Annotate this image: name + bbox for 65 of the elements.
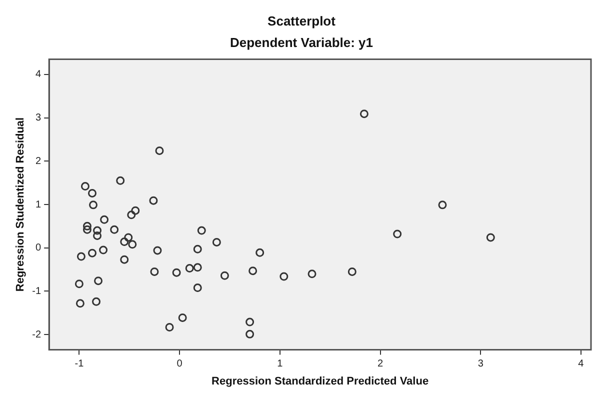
point — [393, 230, 402, 238]
point — [153, 246, 162, 255]
point — [100, 215, 109, 224]
point — [128, 240, 137, 249]
point — [193, 244, 202, 254]
x-tick-label: 0 — [176, 358, 183, 370]
point — [212, 238, 221, 246]
point — [120, 255, 129, 264]
point — [220, 271, 229, 280]
point — [99, 246, 108, 254]
point — [155, 146, 164, 155]
point — [116, 176, 125, 185]
point — [82, 222, 92, 230]
point — [120, 238, 129, 246]
point — [149, 196, 158, 205]
point — [80, 182, 90, 191]
point — [94, 276, 103, 286]
x-tick-label: 3 — [478, 358, 484, 370]
x-tick-label: 4 — [578, 358, 584, 370]
point — [280, 272, 288, 281]
point — [124, 233, 133, 242]
chart-subtitle: Dependent Variable: y1 — [230, 34, 374, 50]
point — [165, 322, 174, 332]
point — [178, 313, 187, 322]
point — [185, 264, 194, 273]
point — [348, 267, 356, 276]
point — [193, 284, 202, 292]
point — [88, 188, 96, 198]
y-tick-label: 3 — [36, 112, 42, 124]
point — [88, 200, 98, 210]
chart-title: Scatterplot — [268, 13, 336, 28]
point — [76, 252, 86, 261]
y-axis-title: Regression Studentized Residual — [14, 117, 27, 292]
point — [93, 226, 102, 235]
x-tick-label: -1 — [74, 358, 84, 370]
point — [131, 206, 140, 215]
point — [110, 225, 119, 234]
point — [246, 318, 254, 326]
point — [76, 299, 84, 308]
point — [88, 248, 96, 258]
point — [246, 330, 254, 338]
y-tick-label: -1 — [32, 286, 42, 297]
point — [248, 266, 258, 276]
point — [438, 200, 447, 210]
point — [150, 267, 159, 276]
x-tick-label: 2 — [377, 358, 384, 370]
point — [93, 231, 102, 240]
y-tick-label: 1 — [36, 199, 42, 210]
point — [74, 280, 84, 288]
y-tick-label: 4 — [36, 69, 42, 80]
point — [127, 210, 136, 220]
point — [486, 233, 495, 242]
point — [193, 263, 202, 272]
x-tick-label: 1 — [277, 358, 284, 370]
point — [92, 297, 101, 306]
point — [308, 270, 316, 278]
point — [360, 110, 368, 118]
point — [256, 248, 264, 257]
point — [197, 226, 206, 235]
x-axis-title: Regression Standardized Predicted Value — [212, 375, 429, 388]
point — [172, 268, 181, 277]
y-tick-label: 0 — [36, 242, 42, 254]
point — [82, 225, 92, 234]
y-tick-label: -2 — [32, 329, 42, 340]
y-tick-label: 2 — [36, 156, 42, 167]
